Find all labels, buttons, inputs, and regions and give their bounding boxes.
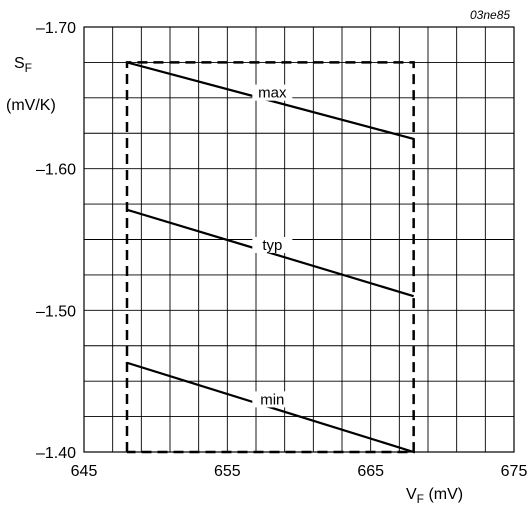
series-line-max	[126, 61, 414, 140]
series-label-typ: typ	[262, 237, 282, 254]
y-tick-label: –1.50	[36, 303, 76, 320]
x-axis-label-main: V	[406, 486, 417, 503]
grid	[84, 27, 514, 452]
x-tick-label: 655	[214, 463, 241, 480]
figure-id: 03ne85	[470, 8, 510, 22]
series-label-bg	[252, 236, 293, 253]
boundary-box	[125, 61, 415, 454]
series-label-bg	[252, 391, 293, 408]
plot-frame	[83, 26, 515, 453]
y-tick-label: –1.40	[36, 445, 76, 462]
y-tick-label: –1.60	[36, 162, 76, 179]
y-axis-label-sub: F	[25, 61, 32, 75]
y-tick-label: –1.70	[36, 20, 76, 37]
x-axis-label-sub: F	[417, 492, 424, 506]
y-axis-unit: (mV/K)	[6, 97, 56, 114]
series-label-min: min	[260, 391, 284, 408]
x-tick-label: 665	[357, 463, 384, 480]
x-tick-label: 645	[71, 463, 98, 480]
series-labels: max typ min	[252, 84, 293, 408]
x-axis-label: VF (mV)	[406, 486, 463, 506]
y-axis-label-main: S	[14, 55, 25, 72]
tick-labels: 645 655 665 675 –1.70 –1.60 –1.50 –1.40	[36, 20, 527, 480]
series-label-bg	[252, 84, 293, 101]
series-label-max: max	[258, 85, 287, 102]
x-axis-label-unit: (mV)	[424, 486, 463, 503]
y-axis-label: SF	[14, 55, 32, 75]
x-tick-label: 675	[501, 463, 528, 480]
